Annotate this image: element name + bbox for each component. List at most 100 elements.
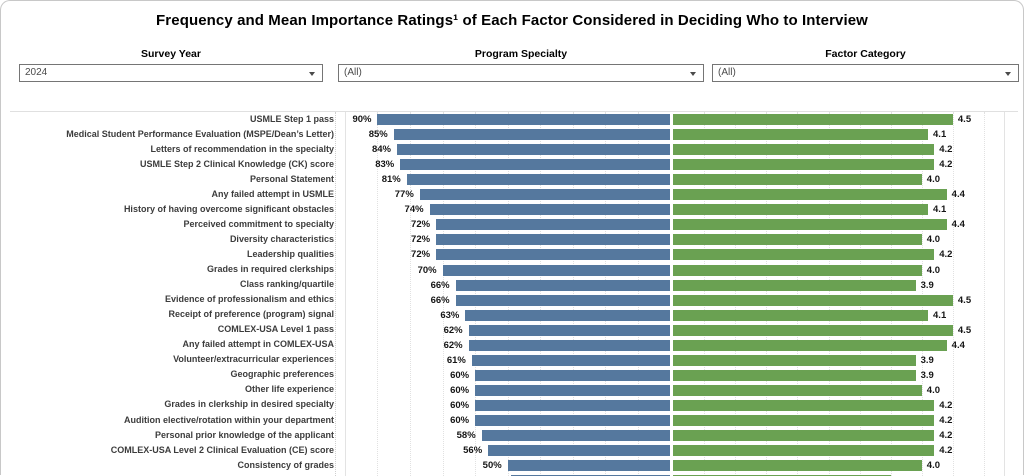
frequency-value-label: 72%	[384, 249, 430, 260]
chevron-down-icon	[690, 72, 696, 76]
factor-label: Letters of recommendation in the special…	[1, 144, 334, 155]
frequency-bar[interactable]	[475, 385, 670, 396]
frequency-value-label: 81%	[355, 174, 401, 185]
rating-bar[interactable]	[673, 249, 934, 260]
frequency-bar[interactable]	[475, 400, 670, 411]
frequency-bar[interactable]	[397, 144, 671, 155]
rating-bar[interactable]	[673, 189, 947, 200]
frequency-bar[interactable]	[465, 310, 670, 321]
frequency-bar[interactable]	[443, 265, 671, 276]
rating-bar[interactable]	[673, 325, 953, 336]
rating-bar[interactable]	[673, 234, 922, 245]
factor-label: Grades in required clerkships	[1, 264, 334, 275]
rating-value-label: 4.5	[958, 295, 971, 306]
frequency-bar[interactable]	[377, 114, 670, 125]
rating-bar[interactable]	[673, 159, 934, 170]
filter-survey-year-label: Survey Year	[19, 48, 323, 60]
rating-bar[interactable]	[673, 355, 916, 366]
factor-label: History of having overcome significant o…	[1, 204, 334, 215]
factor-label: Class ranking/quartile	[1, 279, 334, 290]
frequency-bar[interactable]	[407, 174, 671, 185]
factor-label: USMLE Step 1 pass	[1, 114, 334, 125]
frequency-value-label: 60%	[423, 400, 469, 411]
frequency-value-label: 62%	[417, 340, 463, 351]
rating-bar[interactable]	[673, 144, 934, 155]
frequency-bar[interactable]	[508, 460, 671, 471]
survey-year-value: 2024	[25, 67, 47, 78]
frequency-bar[interactable]	[394, 129, 671, 140]
program-specialty-dropdown[interactable]: (All)	[338, 64, 704, 82]
rating-bar[interactable]	[673, 385, 922, 396]
frequency-value-label: 72%	[384, 234, 430, 245]
rating-bar[interactable]	[673, 400, 934, 411]
frequency-bar[interactable]	[488, 445, 670, 456]
factor-label: USMLE Step 2 Clinical Knowledge (CK) sco…	[1, 159, 334, 170]
frequency-bar[interactable]	[482, 430, 671, 441]
factor-label: Grades in clerkship in desired specialty	[1, 399, 334, 410]
frequency-bar[interactable]	[420, 189, 671, 200]
factor-label: Consistency of grades	[1, 460, 334, 471]
frequency-value-label: 66%	[404, 295, 450, 306]
frequency-bar[interactable]	[400, 159, 670, 170]
program-specialty-value: (All)	[344, 67, 362, 78]
factor-label: Diversity characteristics	[1, 234, 334, 245]
rating-value-label: 3.9	[921, 355, 934, 366]
factor-label: Receipt of preference (program) signal	[1, 309, 334, 320]
rating-value-label: 4.4	[952, 219, 965, 230]
rating-bar[interactable]	[673, 265, 922, 276]
frequency-bar[interactable]	[469, 325, 671, 336]
rating-bar[interactable]	[673, 129, 928, 140]
rating-bar[interactable]	[673, 295, 953, 306]
factor-label: Audition elective/rotation within your d…	[1, 415, 334, 426]
frequency-axis-left-border	[345, 112, 346, 476]
rating-bar[interactable]	[673, 415, 934, 426]
frequency-value-label: 85%	[342, 129, 388, 140]
factor-label: Volunteer/extracurricular experiences	[1, 354, 334, 365]
rating-value-label: 4.2	[939, 144, 952, 155]
frequency-bar[interactable]	[475, 415, 670, 426]
rating-bar[interactable]	[673, 174, 922, 185]
factor-category-value: (All)	[718, 67, 736, 78]
filter-factor-category-label: Factor Category	[712, 48, 1019, 60]
rating-bar[interactable]	[673, 310, 928, 321]
rating-value-label: 4.2	[939, 159, 952, 170]
rating-value-label: 3.9	[921, 280, 934, 291]
rating-bar[interactable]	[673, 340, 947, 351]
rating-value-label: 4.0	[927, 460, 940, 471]
frequency-bar[interactable]	[456, 295, 671, 306]
frequency-bar[interactable]	[436, 234, 670, 245]
frequency-bar[interactable]	[469, 340, 671, 351]
factor-category-dropdown[interactable]: (All)	[712, 64, 1019, 82]
rating-gridline	[953, 112, 954, 476]
frequency-bar[interactable]	[456, 280, 671, 291]
rating-axis-right-border	[1004, 112, 1005, 476]
factor-label: Medical Student Performance Evaluation (…	[1, 129, 334, 140]
frequency-value-label: 66%	[404, 280, 450, 291]
rating-bar[interactable]	[673, 460, 922, 471]
frequency-bar[interactable]	[475, 370, 670, 381]
rating-bar[interactable]	[673, 114, 953, 125]
survey-year-dropdown[interactable]: 2024	[19, 64, 323, 82]
frequency-value-label: 62%	[417, 325, 463, 336]
rating-bar[interactable]	[673, 204, 928, 215]
frequency-bar[interactable]	[472, 355, 671, 366]
rating-bar[interactable]	[673, 370, 916, 381]
frequency-value-label: 70%	[391, 265, 437, 276]
rating-bar[interactable]	[673, 430, 934, 441]
frequency-value-label: 77%	[368, 189, 414, 200]
rating-value-label: 4.1	[933, 310, 946, 321]
frequency-value-label: 74%	[378, 204, 424, 215]
frequency-bar[interactable]	[436, 219, 670, 230]
frequency-value-label: 72%	[384, 219, 430, 230]
rating-value-label: 4.1	[933, 204, 946, 215]
rating-value-label: 4.4	[952, 340, 965, 351]
rating-bar[interactable]	[673, 219, 947, 230]
chevron-down-icon	[309, 72, 315, 76]
rating-bar[interactable]	[673, 445, 934, 456]
frequency-value-label: 60%	[423, 385, 469, 396]
label-column-divider	[335, 112, 336, 476]
rating-bar[interactable]	[673, 280, 916, 291]
frequency-bar[interactable]	[436, 249, 670, 260]
frequency-bar[interactable]	[430, 204, 671, 215]
